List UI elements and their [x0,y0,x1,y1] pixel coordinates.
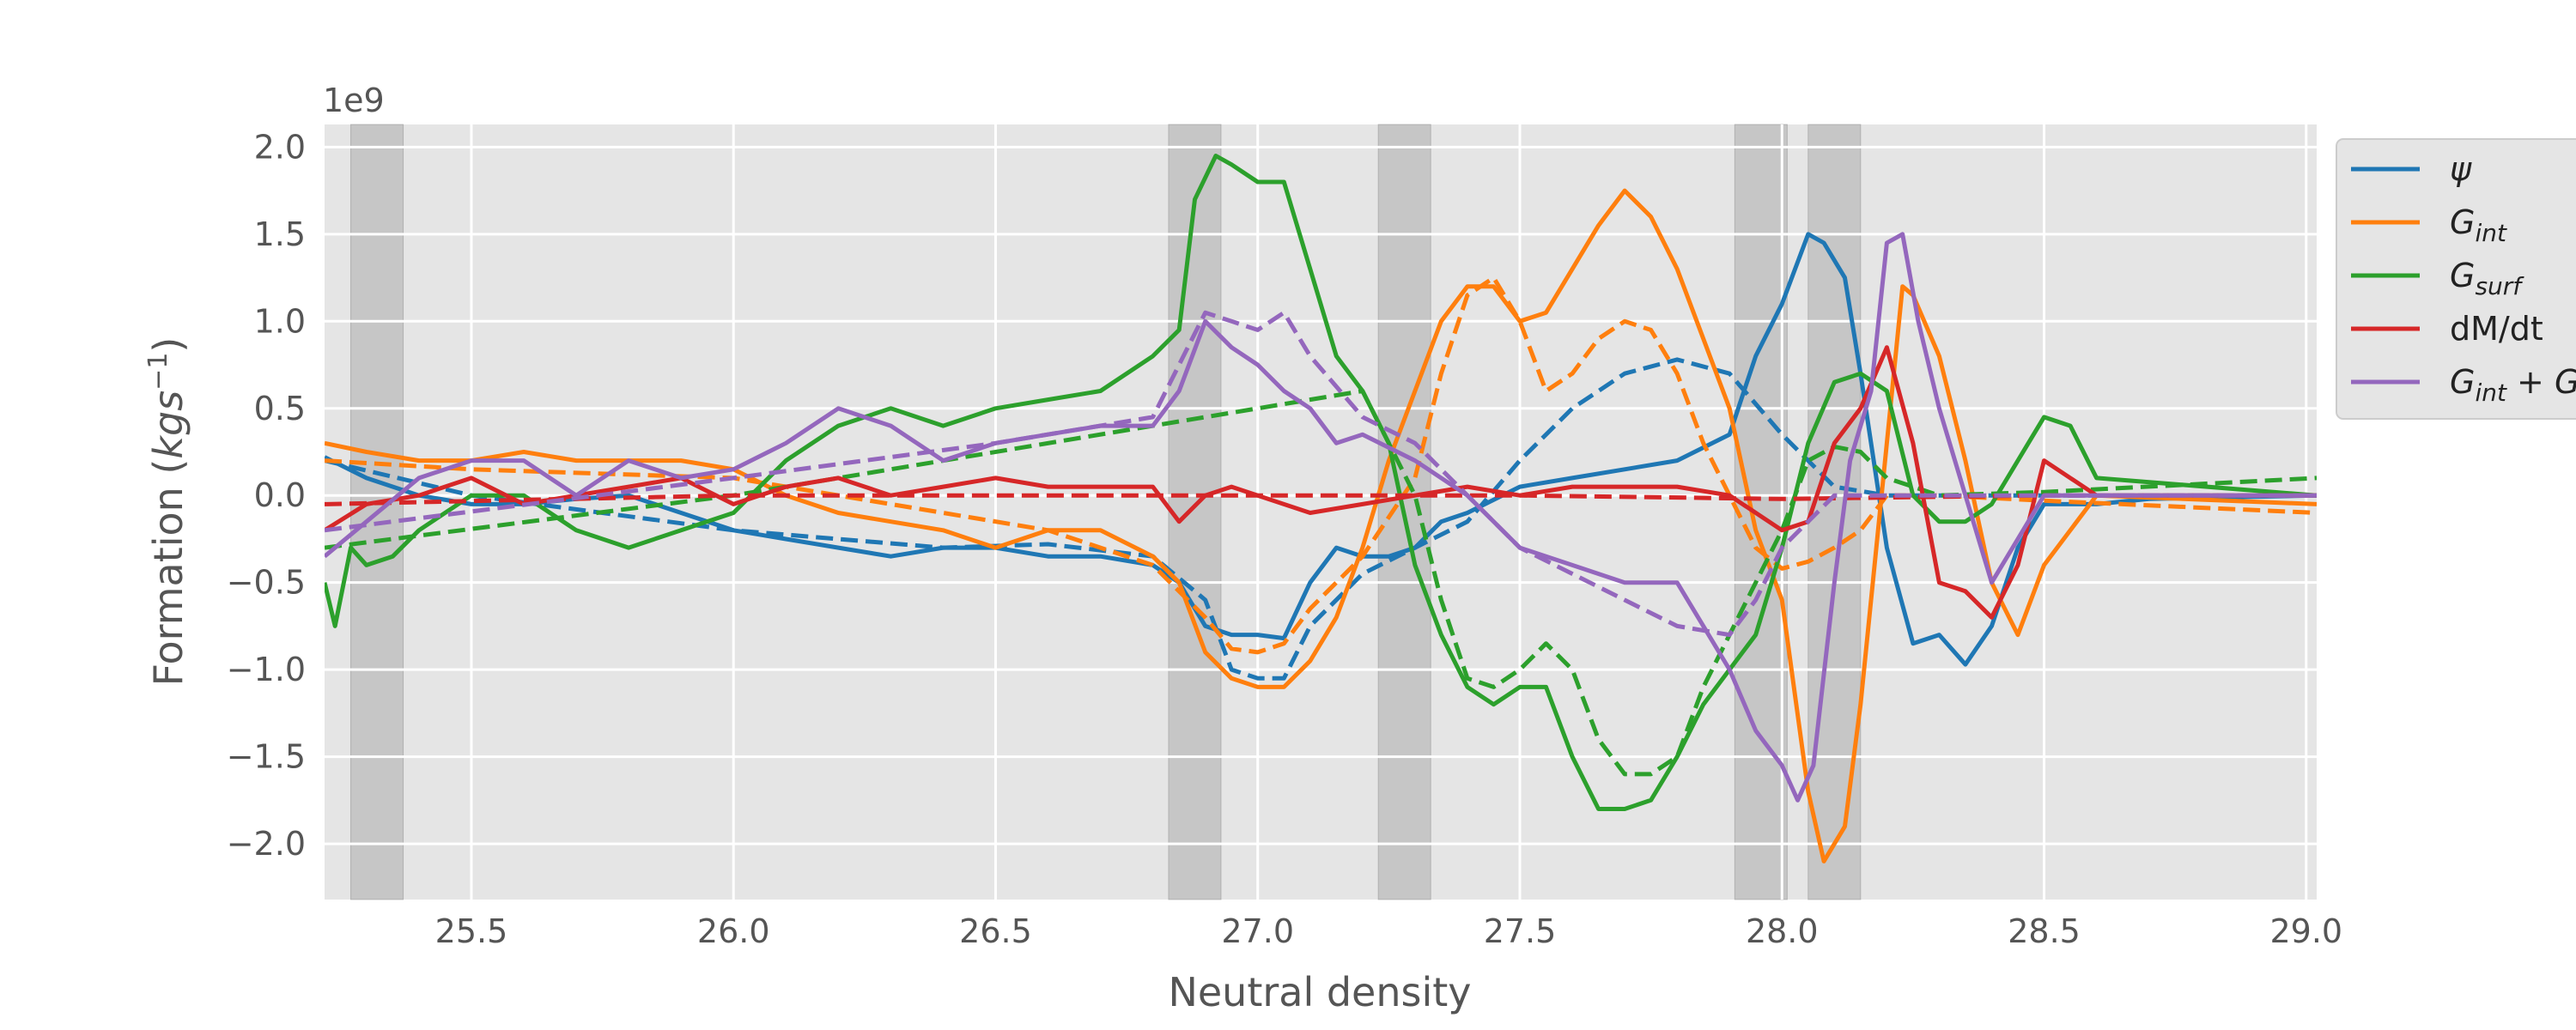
y-tick-label: 0.0 [254,476,306,514]
x-tick-label: 25.5 [435,912,508,950]
shaded-band [1734,124,1788,900]
x-tick-label: 28.0 [1746,912,1819,950]
series-line [325,357,2317,681]
y-tick-label: 0.5 [254,390,306,427]
shaded-band [1168,124,1222,900]
series-line [325,345,2317,620]
series-line [325,276,2317,655]
offset-text: 1e9 [323,82,385,119]
x-tick-label: 29.0 [2269,912,2342,950]
legend-label: Gint + G [2450,363,2576,407]
x-tick-label: 26.5 [959,912,1032,950]
x-tick-label: 28.5 [2008,912,2081,950]
y-tick-label: −2.0 [227,825,306,863]
y-tick-label: 1.0 [254,302,306,340]
legend-box [2336,138,2576,420]
y-tick-label: −1.0 [227,651,306,688]
tick-labels: 25.5 26.0 26.5 27.0 27.5 28.0 28.5 29.0 −2.0 −1.5… [227,128,2342,950]
x-tick-label: 26.0 [697,912,770,950]
y-tick-label: 1.5 [254,215,306,253]
x-tick-label: 27.5 [1484,912,1557,950]
series-line [325,232,2317,803]
x-tick-label: 27.0 [1221,912,1294,950]
legend-label: dM/dt [2450,310,2543,348]
legend-label: Gsurf [2450,257,2524,300]
series-line [325,389,2317,777]
series-line [325,310,2317,638]
y-tick-label: −1.5 [227,738,306,776]
y-tick-label: 2.0 [254,128,306,166]
legend: ψ Gint Gsurf dM/dt Gint + G [2336,138,2576,420]
x-axis-label: Neutral density [1168,969,1471,1015]
series-lines [325,154,2317,863]
legend-label: ψ [2450,150,2472,188]
shaded-bands [350,124,1862,900]
y-tick-label: −0.5 [227,564,306,602]
legend-label: Gint [2450,203,2507,247]
y-axis-label: Formation (kgs−1) [143,337,191,687]
